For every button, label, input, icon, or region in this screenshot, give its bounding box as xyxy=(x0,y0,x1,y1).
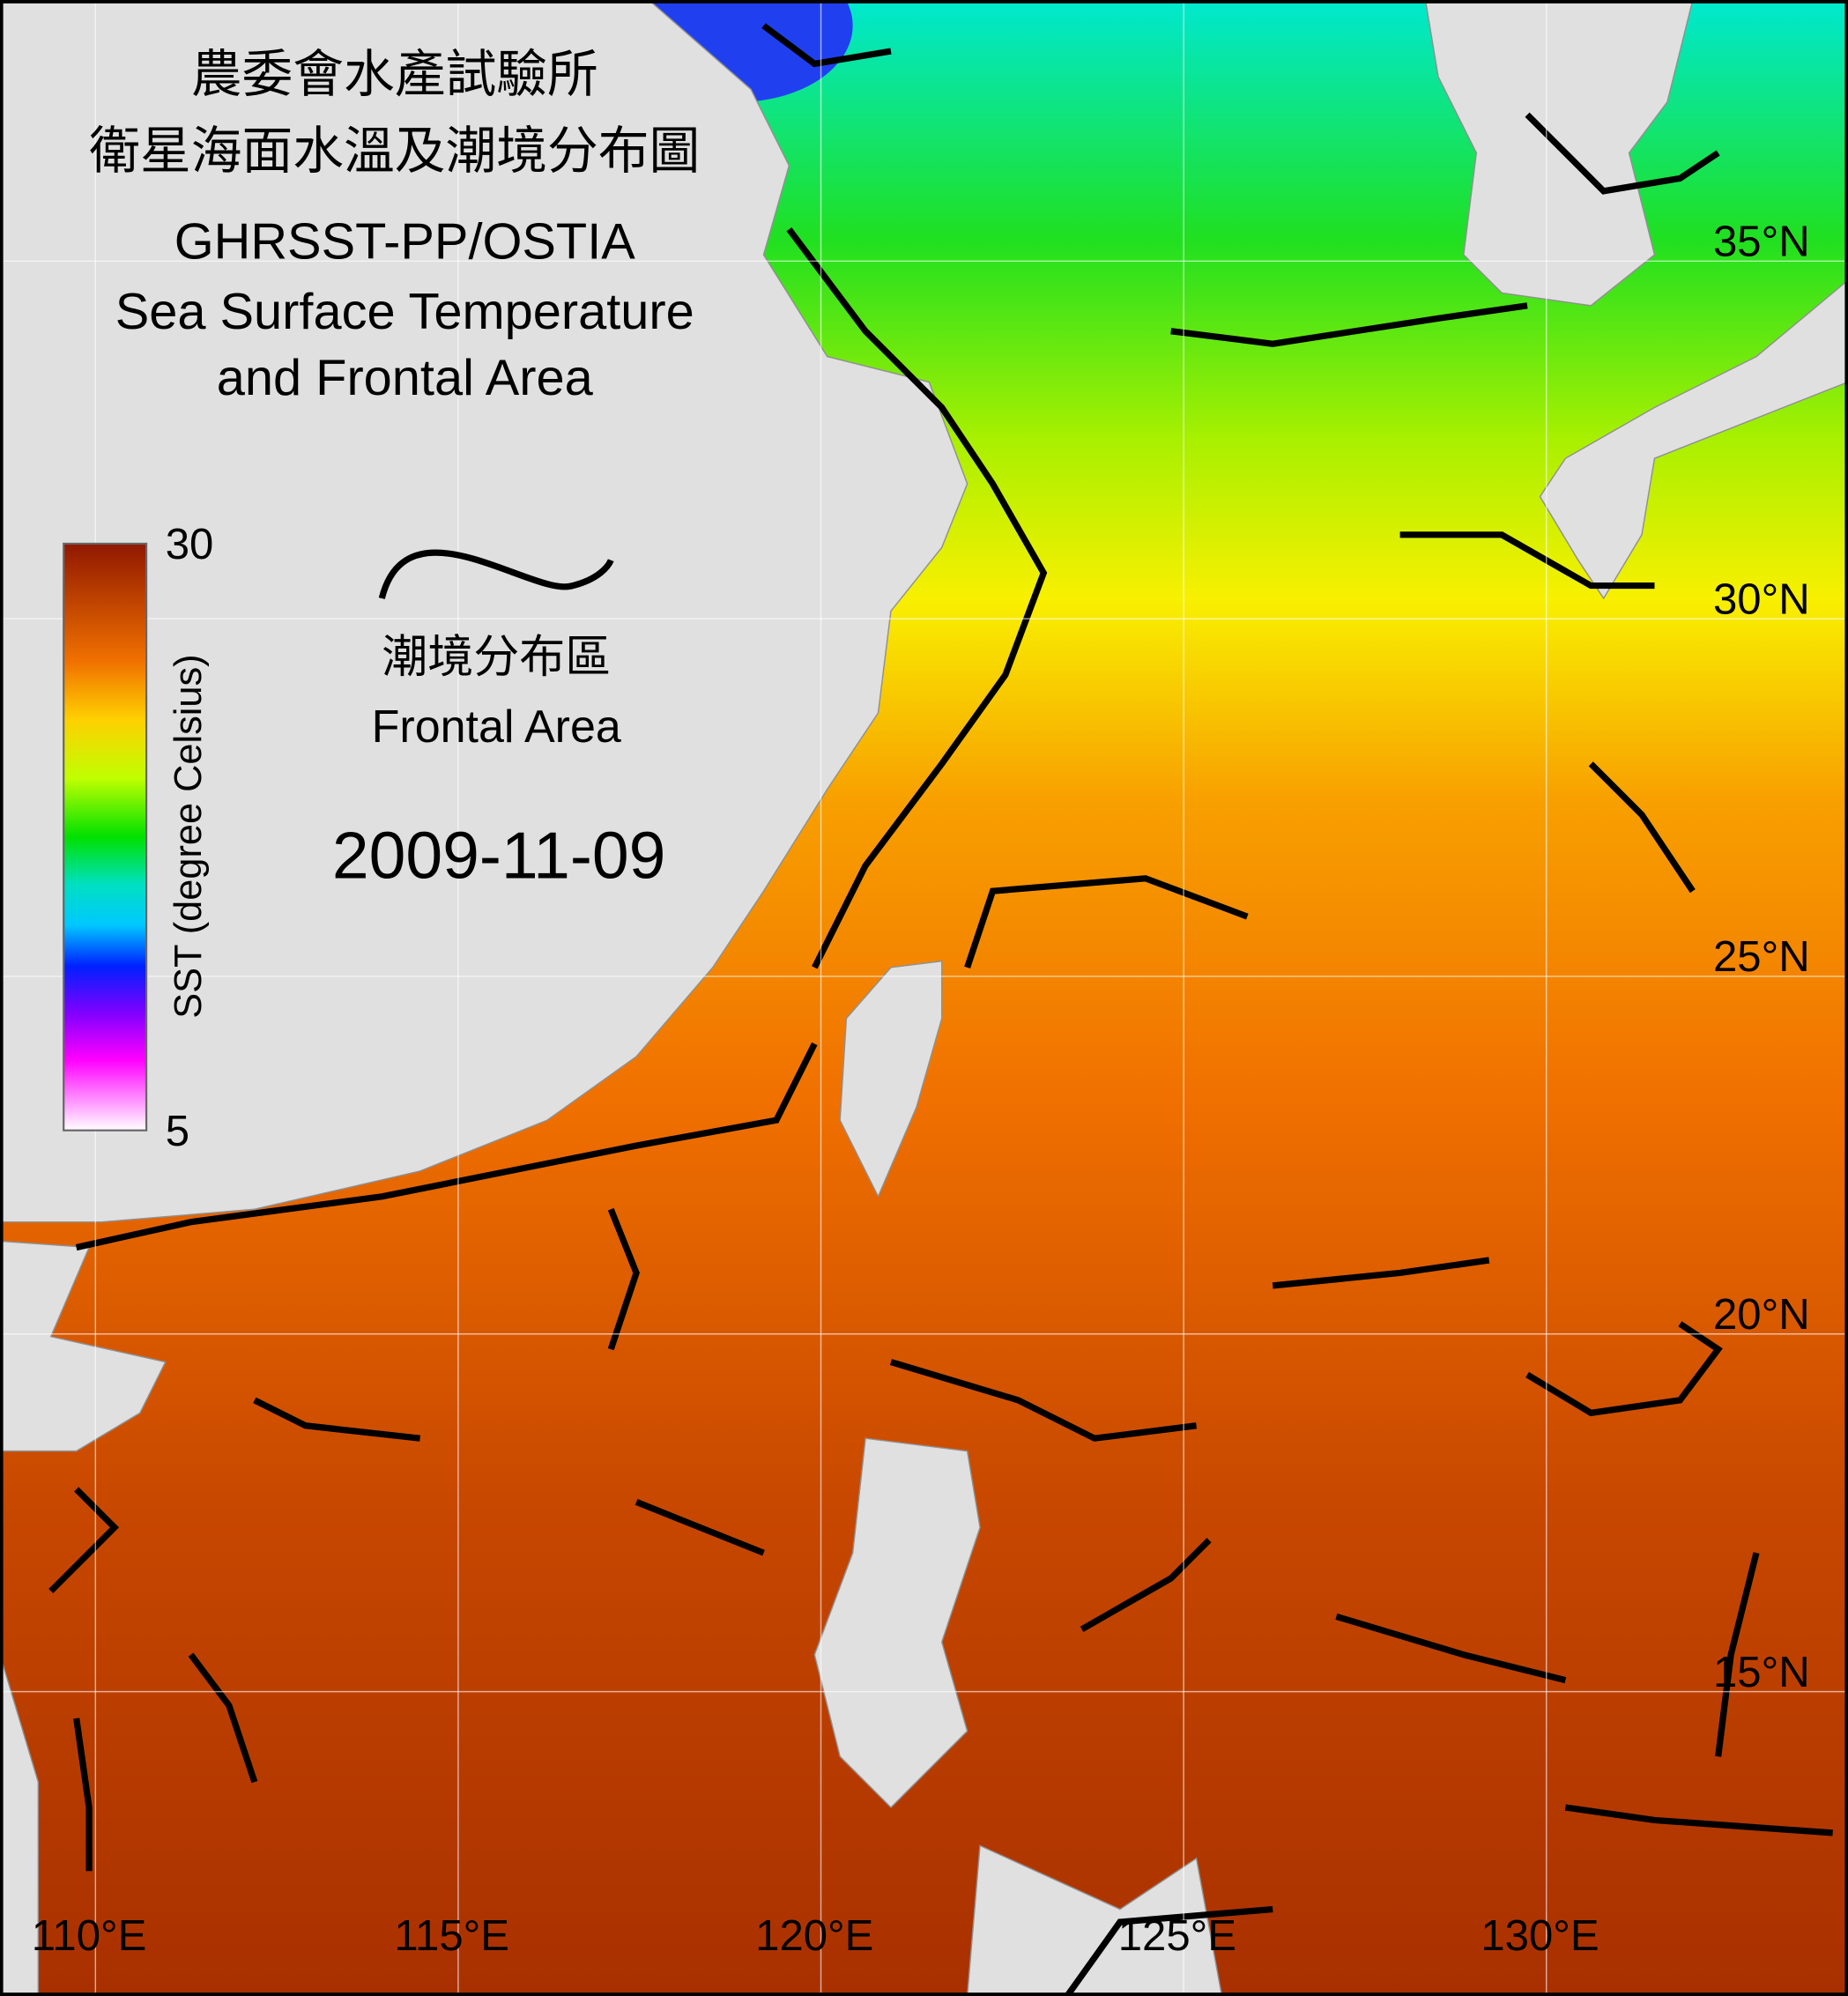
china xyxy=(0,0,969,1223)
lat-label: 15°N xyxy=(1713,1649,1810,1696)
lat-label: 30°N xyxy=(1713,575,1810,623)
colorbar-tick-label: 30 xyxy=(166,521,214,568)
legend-label: 潮境分布區 xyxy=(382,632,611,683)
luzon xyxy=(813,1437,981,1809)
visayas xyxy=(966,1844,1223,1996)
lon-label: 110°E xyxy=(32,1912,147,1960)
colorbar-tick-label: 5 xyxy=(166,1108,189,1155)
title-line: GHRSST-PP/OSTIA xyxy=(174,213,636,270)
lon-label: 125°E xyxy=(1118,1912,1236,1960)
japan xyxy=(1539,279,1848,600)
lat-label: 25°N xyxy=(1713,933,1810,981)
lon-label: 120°E xyxy=(755,1912,873,1960)
colorbar-label: SST (degree Celsius) xyxy=(167,654,210,1018)
colorbar-ticks: 5 30 xyxy=(166,521,214,1155)
lon-label: 115°E xyxy=(394,1912,509,1960)
title-line: 衛星海面水溫及潮境分布圖 xyxy=(89,123,700,180)
date: 2009-11-09 xyxy=(332,819,665,893)
korea xyxy=(1424,0,1694,307)
lon-label: 130°E xyxy=(1481,1912,1599,1960)
title-line: and Frontal Area xyxy=(217,350,594,406)
taiwan xyxy=(839,960,943,1198)
title-line: 農委會水產試驗所 xyxy=(191,47,598,103)
title-block: 農委會水產試驗所 衛星海面水溫及潮境分布圖 GHRSST-PP/OSTIA Se… xyxy=(89,47,700,406)
colorbar xyxy=(63,542,148,1132)
title-line: Sea Surface Temperature xyxy=(115,284,694,340)
lat-label: 35°N xyxy=(1713,219,1810,266)
legend-symbol xyxy=(378,549,614,599)
lat-label: 20°N xyxy=(1713,1291,1810,1339)
hainan xyxy=(0,1240,167,1452)
legend-label: Frontal Area xyxy=(372,701,621,753)
